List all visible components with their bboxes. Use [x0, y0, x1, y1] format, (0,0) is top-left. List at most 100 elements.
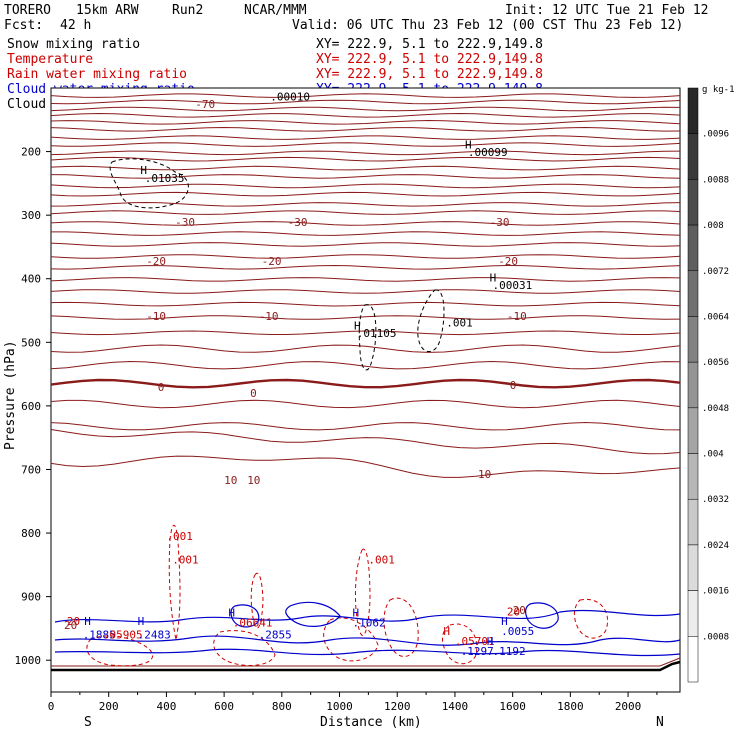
contour-annotation: H	[490, 271, 497, 284]
colorbar-segment	[687, 636, 699, 683]
legend-name: Snow mixing ratio	[7, 37, 140, 52]
x-axis-label: Distance (km)	[320, 715, 422, 730]
temperature-contour	[50, 183, 681, 189]
colorbar-tick-label: .0056	[702, 358, 729, 368]
colorbar-tick-label: .0016	[702, 587, 729, 597]
temperature-contour	[50, 242, 681, 247]
x-tick-label: 0	[48, 700, 55, 713]
colorbar-segment	[687, 453, 699, 500]
colorbar-tick-label: .0024	[702, 541, 729, 551]
colorbar-segment	[687, 179, 699, 226]
mixing-ratio-contour	[250, 572, 264, 629]
temperature-contour	[50, 315, 681, 320]
y-tick-label: 800	[21, 527, 41, 540]
contour-annotation: H	[140, 164, 147, 177]
x-tick-label: 1400	[442, 700, 469, 713]
colorbar-tick-label: .0008	[702, 632, 729, 642]
mixing-ratio-contour	[86, 635, 153, 667]
colorbar-tick-label: .004	[702, 450, 724, 460]
contour-annotation: .2483	[138, 629, 171, 642]
forecast-label: Fcst:	[4, 18, 43, 33]
y-tick-label: 1000	[15, 654, 42, 667]
contour-annotation: H	[354, 320, 361, 333]
contour-annotation: H	[84, 615, 91, 628]
y-tick-label: 500	[21, 336, 41, 349]
temperature-contour	[51, 231, 681, 236]
x-axis: 0 200 400 600 800 1000 1200 1400 1600 1800 2000	[48, 692, 658, 713]
x-tick-label: 400	[156, 700, 176, 713]
mixing-ratio-contour	[213, 630, 276, 666]
contour-annotation: .001	[172, 554, 199, 567]
init-time: Init: 12 UTC Tue 21 Feb 12	[505, 3, 709, 18]
colorbar-segment	[687, 133, 699, 180]
temperature-contour	[50, 360, 681, 370]
temperature-contour	[50, 150, 681, 156]
forecast-hours: 42 h	[60, 18, 91, 33]
temperature-label: 10	[478, 468, 491, 481]
colorbar: .0096 .0088 .008 .0072 .0064 .0056 .0048 .004 .0…	[687, 85, 735, 683]
temperature-contours	[50, 93, 681, 672]
colorbar-tick-label: .0072	[702, 267, 729, 277]
colorbar-segment	[687, 270, 699, 317]
y-tick-label: 600	[21, 400, 41, 413]
colorbar-segment	[687, 498, 699, 546]
temperature-label: -20	[498, 255, 518, 268]
colorbar-segment	[687, 224, 699, 272]
legend-name: Temperature	[7, 52, 93, 67]
mixing-ratio-contour	[383, 597, 419, 657]
mixing-ratio-contour	[168, 524, 181, 641]
south-endpoint: S	[84, 715, 92, 730]
contour-annotation: .1062	[353, 617, 386, 630]
cloud-water-contour	[54, 635, 681, 646]
temperature-contour	[50, 142, 681, 147]
contour-annotations: H.00099H.01035H.00031H.01105.001.00010.0…	[67, 91, 534, 658]
temperature-contour	[50, 156, 681, 162]
temperature-contour	[50, 135, 681, 140]
colorbar-tick-label: .0064	[702, 312, 729, 322]
y-tick-label: 300	[21, 209, 41, 222]
plot-area: H.00099H.01035H.00031H.01105.001.00010.0…	[50, 87, 681, 693]
temperature-label: -30	[288, 216, 308, 229]
temperature-contour	[50, 254, 681, 259]
temperature-contour	[50, 330, 681, 336]
temperature-label: 10	[247, 474, 260, 487]
temperature-contour	[50, 277, 681, 282]
run-label: Run2	[172, 3, 203, 18]
legend-xy: XY= 222.9, 5.1 to 222.9,149.8	[316, 52, 543, 67]
temperature-label: 10	[224, 474, 237, 487]
colorbar-segment	[687, 544, 699, 591]
y-tick-label: 400	[21, 273, 41, 286]
temperature-label: 0	[510, 379, 517, 392]
mixing-ratio-contour	[323, 617, 379, 662]
contour-annotation: H	[487, 635, 494, 648]
temperature-contour	[50, 429, 681, 455]
y-axis: 200 300 400 500 600 700 800 900 1000	[15, 146, 51, 667]
y-tick-label: 900	[21, 591, 41, 604]
colorbar-segment	[687, 407, 699, 454]
colorbar-segment	[687, 316, 699, 363]
temperature-contour	[50, 126, 681, 132]
temperature-label: -20	[146, 255, 166, 268]
temperature-contour	[50, 264, 681, 270]
temperature-contour	[50, 112, 681, 118]
temperature-label: 20	[513, 604, 526, 617]
contour-annotation: .001	[446, 316, 473, 329]
mixing-ratio-contour	[358, 304, 377, 371]
temperature-contour	[50, 106, 681, 112]
mixing-ratio-contour	[417, 289, 445, 352]
temperature-contour	[50, 93, 681, 98]
x-tick-label: 1800	[557, 700, 584, 713]
north-endpoint: N	[656, 715, 664, 730]
contour-annotation: .1885	[83, 629, 116, 642]
contour-annotation: H	[353, 606, 360, 619]
contour-annotation: .01105	[357, 327, 397, 340]
contour-annotation: 20	[67, 615, 80, 628]
colorbar-tick-label: .0048	[702, 404, 729, 414]
x-tick-label: 1200	[384, 700, 411, 713]
org-label: NCAR/MMM	[244, 3, 307, 18]
x-tick-label: 200	[99, 700, 119, 713]
mixing-ratio-contour	[109, 158, 189, 209]
plot-frame	[50, 87, 681, 693]
contour-annotation: .2855	[259, 629, 292, 642]
temperature-labels: -70 -30 -30 -30 -20 -20 -20 -10 -10 -10 0 0 0 10 10 10 2…	[64, 98, 527, 632]
